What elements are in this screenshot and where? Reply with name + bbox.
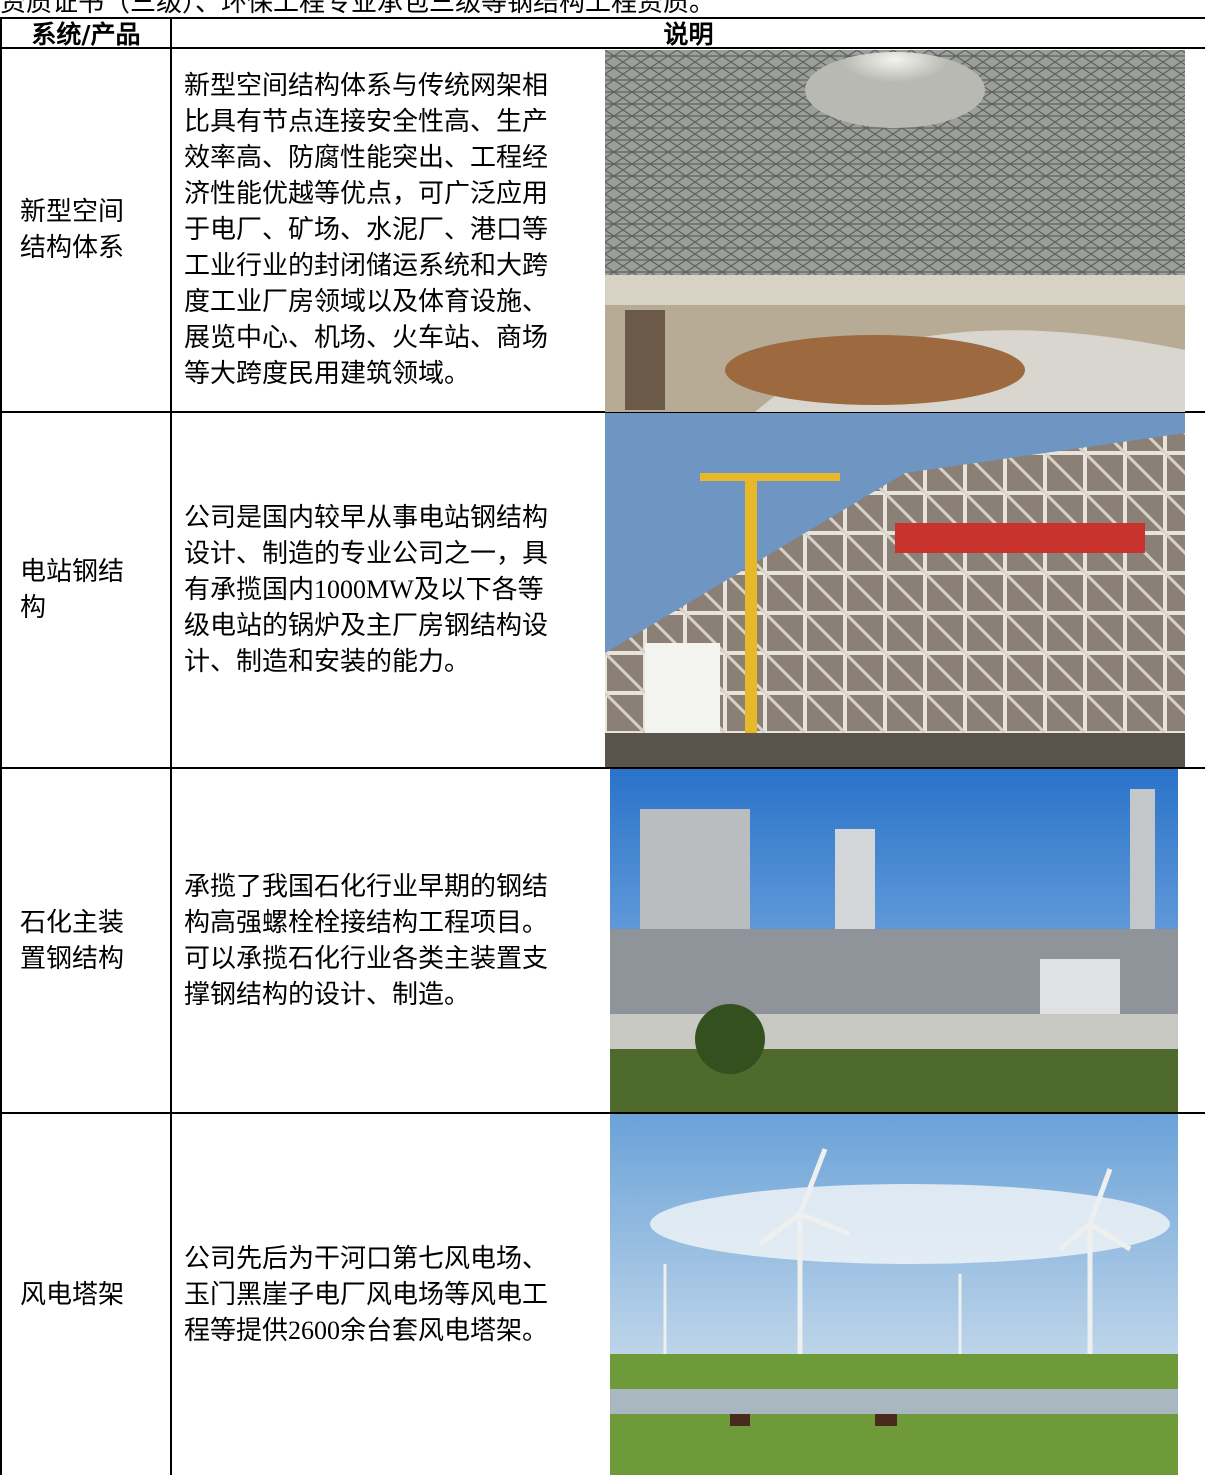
column-header: 说明 <box>663 20 714 49</box>
row-name-text: 电站钢结构 <box>20 557 125 622</box>
row-name: 新型空间结构体系 <box>20 49 160 411</box>
row-desc: 承揽了我国石化行业早期的钢结构高强螺栓栓接结构工程项目。可以承揽石化行业各类主装… <box>184 769 556 1112</box>
rule <box>0 47 1205 49</box>
photo-power-station <box>605 413 1185 767</box>
row-name: 风电塔架 <box>20 1114 160 1475</box>
rule <box>0 767 1205 769</box>
photo-dome <box>605 50 1185 412</box>
intro-text: 资质证书（三级）、环保工程专业承包三级等钢结构工程资质。 <box>0 0 716 17</box>
row-desc: 公司先后为干河口第七风电场、玉门黑崖子电厂风电场等风电工程等提供2600余台套风… <box>184 1114 556 1475</box>
row-name-text: 新型空间结构体系 <box>20 197 125 262</box>
row-desc-text: 新型空间结构体系与传统网架相比具有节点连接安全性高、生产效率高、防腐性能突出、工… <box>184 71 549 388</box>
rule <box>0 17 2 1475</box>
column-header: 系统/产品 <box>31 20 141 49</box>
photo-petrochemical <box>610 769 1178 1112</box>
rule <box>0 17 1205 19</box>
rule <box>0 411 1205 413</box>
row-name-text: 风电塔架 <box>20 1279 125 1309</box>
row-name: 石化主装置钢结构 <box>20 769 160 1112</box>
row-desc-text: 公司先后为干河口第七风电场、玉门黑崖子电厂风电场等风电工程等提供2600余台套风… <box>184 1243 549 1345</box>
row-desc: 公司是国内较早从事电站钢结构设计、制造的专业公司之一，具有承揽国内1000MW及… <box>184 413 556 767</box>
row-name-text: 石化主装置钢结构 <box>20 907 125 973</box>
rule <box>0 1112 1205 1114</box>
row-desc-text: 承揽了我国石化行业早期的钢结构高强螺栓栓接结构工程项目。可以承揽石化行业各类主装… <box>184 871 549 1009</box>
rule <box>170 17 172 1475</box>
row-name: 电站钢结构 <box>20 413 160 767</box>
row-desc: 新型空间结构体系与传统网架相比具有节点连接安全性高、生产效率高、防腐性能突出、工… <box>184 49 556 411</box>
photo-wind-farm <box>610 1114 1178 1475</box>
row-desc-text: 公司是国内较早从事电站钢结构设计、制造的专业公司之一，具有承揽国内1000MW及… <box>184 503 549 676</box>
